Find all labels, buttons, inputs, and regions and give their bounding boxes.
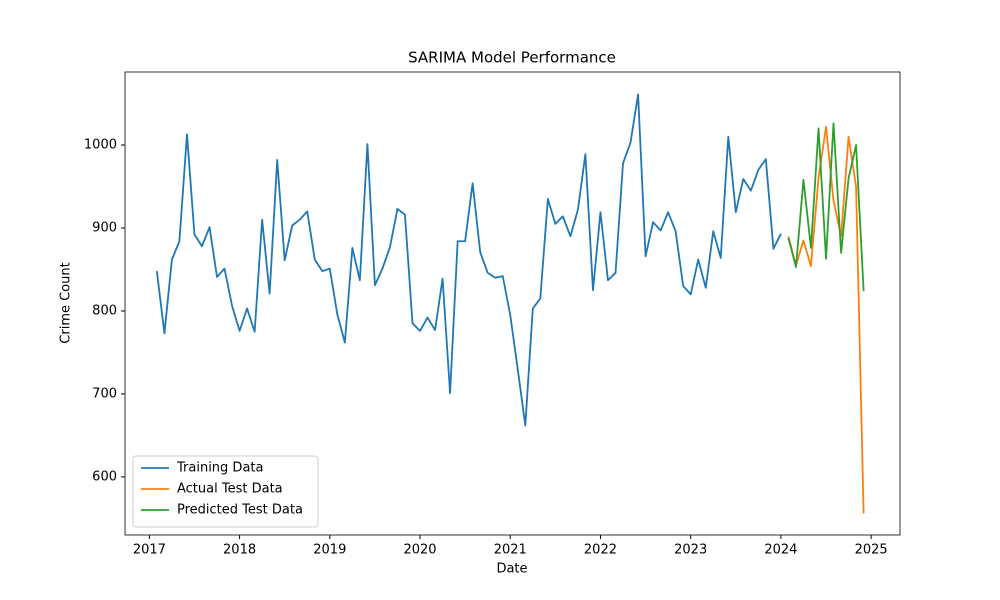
y-tick-label: 800 [92,303,117,318]
x-tick-label: 2017 [133,543,166,558]
y-tick-label: 600 [92,469,117,484]
x-tick-label: 2024 [764,543,797,558]
legend-label: Actual Test Data [177,482,283,497]
x-tick-label: 2018 [223,543,256,558]
y-axis-label: Crime Count [59,262,74,343]
data-line [787,125,865,514]
x-tick-label: 2022 [584,543,617,558]
chart-title: SARIMA Model Performance [408,49,616,67]
y-tick-label: 1000 [84,138,117,153]
data-line [155,93,782,427]
y-tick-label: 900 [92,220,117,235]
x-axis-label: Date [496,562,527,577]
plot-frame [124,71,901,536]
y-tick-label: 700 [92,386,117,401]
x-tick-label: 2023 [674,543,707,558]
x-tick-label: 2021 [494,543,527,558]
data-line [787,122,865,292]
x-tick-label: 2025 [855,543,888,558]
legend-label: Training Data [176,461,263,476]
legend-label: Predicted Test Data [177,503,303,518]
x-tick-label: 2019 [313,543,346,558]
x-tick-label: 2020 [403,543,436,558]
legend-box [132,455,319,528]
